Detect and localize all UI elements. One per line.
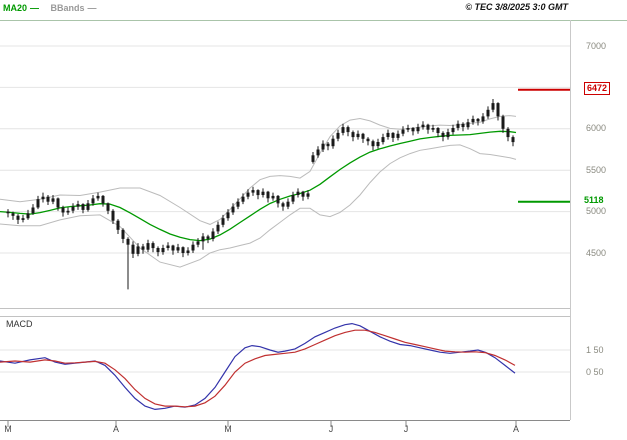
month-label-may: M [224, 424, 232, 434]
level-lines [518, 88, 570, 203]
legend-ma20-label: MA20 [3, 3, 28, 13]
legend-item-bbands: BBands ― [50, 3, 97, 13]
legend-bbands-label: BBands [50, 3, 85, 13]
candles-layer [6, 99, 515, 290]
resistance-level-label: 6472 [584, 82, 611, 95]
price-tick-7000: 7000 [586, 41, 607, 51]
macd-tick-050: 0 50 [586, 367, 604, 377]
month-label-june: J [328, 424, 334, 434]
bollinger-bands [0, 115, 517, 268]
macd-panel-label: MACD [6, 319, 33, 329]
legend: MA20 ― BBands ― [3, 3, 106, 13]
price-tick-5000: 5000 [586, 206, 607, 216]
month-ticks [7, 420, 517, 427]
price-tick-6000: 6000 [586, 123, 607, 133]
bbands-line-sample-icon: ― [87, 3, 97, 13]
month-label-july: J [403, 424, 409, 434]
macd-tick-150: 1 50 [586, 345, 604, 355]
legend-item-ma20: MA20 ― [3, 3, 39, 13]
gridlines-layer [0, 45, 570, 373]
price-tick-5500: 5500 [586, 165, 607, 175]
month-label-august: A [512, 424, 519, 434]
month-label-march: M [4, 424, 12, 434]
support-level-label: 5118 [584, 195, 604, 206]
ma20-line-sample-icon: ― [30, 3, 39, 13]
copyright-text: © TEC 3/8/2025 3:0 GMT [465, 2, 568, 12]
price-tick-4500: 4500 [586, 248, 607, 258]
macd-lines [0, 322, 516, 411]
frame-lines [0, 20, 627, 421]
month-label-april: A [112, 424, 119, 434]
